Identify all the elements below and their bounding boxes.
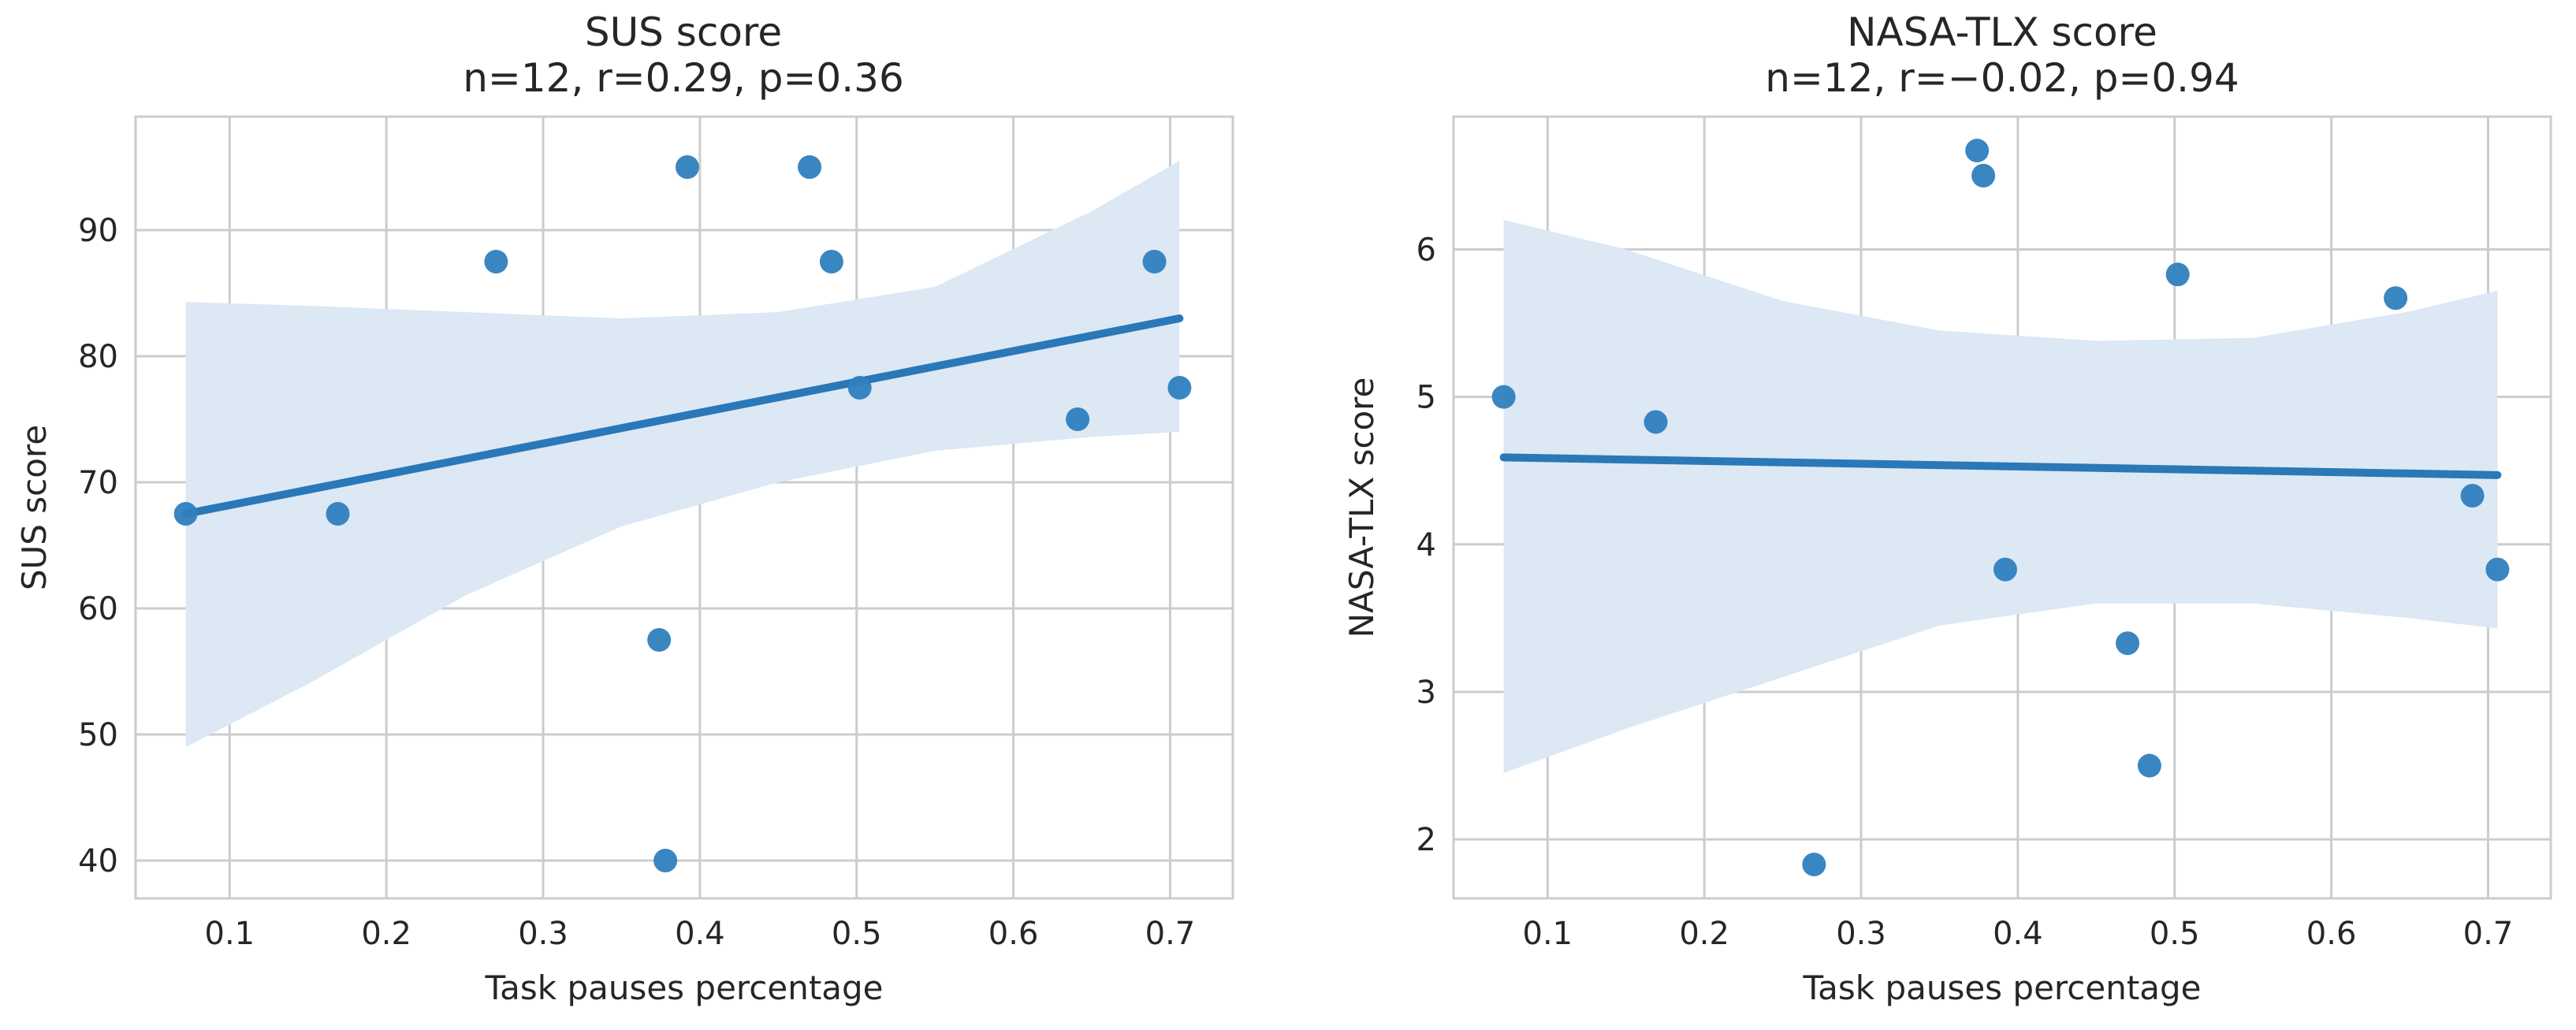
sus-confidence-band (185, 161, 1180, 747)
nasa-tlx-panel: NASA-TLX score n=12, r=−0.02, p=0.94 0.1… (1342, 9, 2552, 1007)
sus-y-tick-label: 70 (78, 465, 118, 501)
sus-data-point (819, 250, 843, 273)
sus-x-tick-label: 0.6 (988, 916, 1039, 952)
sus-data-point (798, 155, 822, 179)
nasa-tlx-data-point (1491, 385, 1516, 409)
nasa-tlx-y-tick-label: 4 (1416, 527, 1436, 563)
nasa-tlx-y-tick-label: 5 (1416, 380, 1436, 416)
sus-x-tick-label: 0.1 (205, 916, 255, 952)
nasa-tlx-confidence-band-area (1503, 220, 2498, 773)
nasa-tlx-data-point (2165, 262, 2190, 287)
sus-y-tick-label: 40 (78, 843, 118, 879)
sus-subtitle: n=12, r=0.29, p=0.36 (463, 55, 904, 101)
sus-points (173, 155, 1192, 872)
nasa-tlx-data-point (2460, 484, 2485, 508)
sus-data-point (1066, 407, 1090, 431)
nasa-tlx-y-axis-label: NASA-TLX score (1342, 377, 1381, 638)
nasa-tlx-y-tick-label: 3 (1416, 675, 1436, 711)
nasa-tlx-regression-line (1499, 453, 2502, 479)
nasa-tlx-x-tick-label: 0.2 (1679, 916, 1729, 952)
sus-y-axis-label: SUS score (15, 425, 54, 590)
sus-x-tick-label: 0.7 (1145, 916, 1196, 952)
sus-y-tick-label: 90 (78, 213, 118, 249)
nasa-tlx-x-tick-label: 0.6 (2306, 916, 2357, 952)
sus-data-point (326, 502, 350, 526)
sus-x-tick-label: 0.4 (675, 916, 725, 952)
nasa-tlx-tick-labels: 0.1 0.2 0.3 0.4 0.5 0.6 0.7 2 3 4 5 6 (1416, 232, 2514, 952)
sus-y-tick-label: 60 (78, 591, 118, 627)
nasa-tlx-data-point (1802, 852, 1826, 876)
sus-x-tick-label: 0.2 (361, 916, 411, 952)
sus-plot-frame (134, 115, 1234, 900)
nasa-tlx-data-point (2384, 286, 2408, 310)
nasa-tlx-regression-line-path (1499, 453, 2502, 479)
sus-data-point (675, 155, 699, 179)
nasa-tlx-plot-frame (1452, 115, 2552, 900)
sus-data-point (847, 376, 872, 400)
nasa-tlx-data-point (2137, 753, 2161, 778)
nasa-tlx-data-point (1644, 410, 1668, 434)
nasa-tlx-data-point (1971, 163, 1996, 188)
nasa-tlx-title: NASA-TLX score (1847, 9, 2157, 55)
nasa-tlx-data-point (1965, 139, 1990, 163)
sus-data-point (484, 250, 508, 273)
nasa-tlx-data-point (1993, 557, 2017, 582)
sus-x-tick-label: 0.3 (518, 916, 568, 952)
sus-y-tick-label: 80 (78, 339, 118, 375)
nasa-tlx-confidence-band (1503, 220, 2498, 773)
nasa-tlx-points (1491, 139, 2510, 876)
nasa-tlx-x-tick-label: 0.5 (2150, 916, 2200, 952)
sus-data-point (647, 628, 672, 652)
nasa-tlx-x-tick-label: 0.3 (1836, 916, 1886, 952)
sus-panel: SUS score n=12, r=0.29, p=0.36 0.1 0.2 0.3… (15, 9, 1234, 1007)
nasa-tlx-y-tick-label: 6 (1416, 232, 1436, 268)
sus-x-tick-label: 0.5 (832, 916, 882, 952)
sus-data-point (653, 849, 678, 872)
sus-data-point (1142, 250, 1167, 273)
nasa-tlx-x-tick-label: 0.7 (2463, 916, 2514, 952)
sus-regression-line-path (181, 314, 1184, 518)
sus-title: SUS score (585, 9, 782, 55)
sus-confidence-band-area (185, 161, 1180, 747)
nasa-tlx-data-point (2485, 557, 2510, 582)
sus-x-axis-label: Task pauses percentage (484, 969, 883, 1007)
sus-regression-line (181, 314, 1184, 518)
sus-data-point (1167, 376, 1192, 400)
nasa-tlx-y-tick-label: 2 (1416, 822, 1436, 858)
nasa-tlx-x-axis-label: Task pauses percentage (1802, 969, 2201, 1007)
nasa-tlx-x-tick-label: 0.1 (1523, 916, 1573, 952)
sus-y-tick-label: 50 (78, 717, 118, 753)
nasa-tlx-subtitle: n=12, r=−0.02, p=0.94 (1765, 55, 2239, 101)
nasa-tlx-data-point (2116, 631, 2140, 656)
nasa-tlx-x-tick-label: 0.4 (1993, 916, 2043, 952)
sus-data-point (173, 502, 198, 526)
sus-tick-labels: 0.1 0.2 0.3 0.4 0.5 0.6 0.7 40 50 60 70 80 90 (78, 213, 1195, 952)
